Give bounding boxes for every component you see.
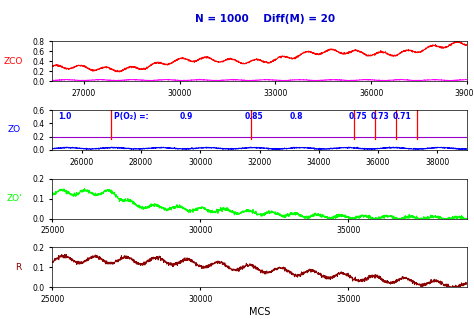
Y-axis label: ZO: ZO [8, 125, 21, 135]
Text: 0.75: 0.75 [348, 112, 367, 121]
Y-axis label: ZO': ZO' [7, 194, 22, 203]
Text: N = 1000    Diff(M) = 20: N = 1000 Diff(M) = 20 [195, 14, 336, 24]
Y-axis label: ZCO: ZCO [3, 57, 23, 66]
Y-axis label: R: R [15, 263, 22, 272]
Text: 0.9: 0.9 [180, 112, 193, 121]
X-axis label: MCS: MCS [249, 307, 270, 316]
Text: 0.73: 0.73 [371, 112, 389, 121]
Text: P(O₂) =:: P(O₂) =: [114, 112, 149, 121]
Text: 0.8: 0.8 [289, 112, 302, 121]
Text: 0.85: 0.85 [245, 112, 264, 121]
Text: 0.71: 0.71 [393, 112, 411, 121]
Text: 1.0: 1.0 [58, 112, 72, 121]
